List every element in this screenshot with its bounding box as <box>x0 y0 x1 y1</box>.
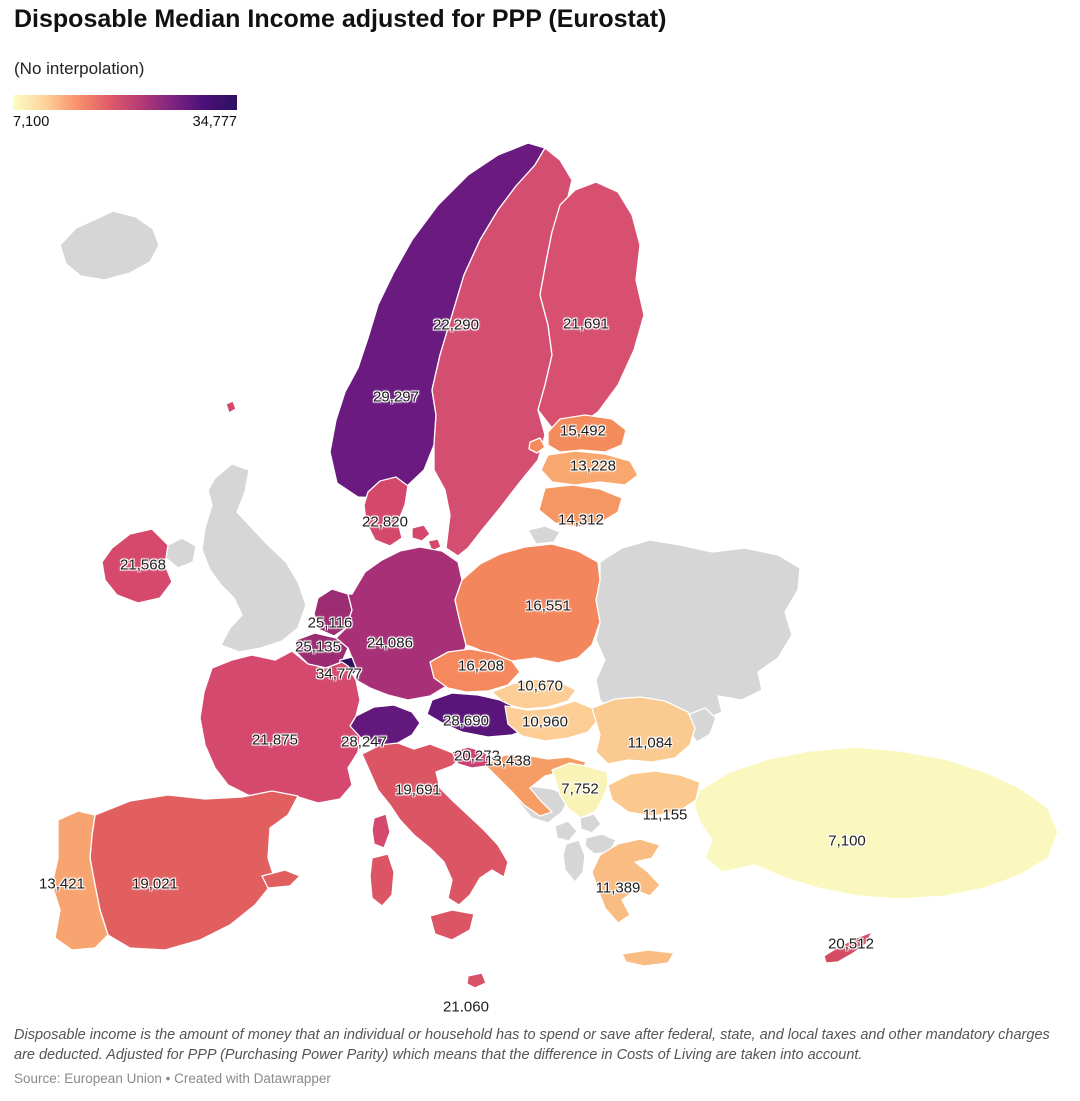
country-turkey[interactable] <box>693 746 1059 900</box>
country-albania[interactable] <box>562 839 586 883</box>
country-northern-ireland[interactable] <box>165 537 197 569</box>
country-sicily[interactable] <box>429 909 475 941</box>
country-kosovo[interactable] <box>579 813 602 834</box>
country-montenegro[interactable] <box>554 820 578 842</box>
country-cyprus[interactable] <box>823 931 873 964</box>
country-united-kingdom[interactable] <box>201 463 307 653</box>
country-finland[interactable] <box>537 181 645 429</box>
country-faroe[interactable] <box>225 400 237 414</box>
color-scale-gradient <box>13 95 237 110</box>
page-title: Disposable Median Income adjusted for PP… <box>14 5 667 33</box>
country-crete[interactable] <box>621 949 675 967</box>
country-balearics[interactable] <box>261 869 301 889</box>
country-switzerland[interactable] <box>349 704 421 747</box>
country-latvia[interactable] <box>540 450 639 486</box>
europe-map-svg <box>51 142 1059 989</box>
legend-min-label: 7,100 <box>13 114 50 130</box>
country-denmark[interactable] <box>363 476 409 547</box>
country-hungary[interactable] <box>504 700 599 742</box>
country-estonia-island[interactable] <box>528 437 546 454</box>
country-sardinia[interactable] <box>369 853 395 907</box>
country-greece[interactable] <box>591 838 661 924</box>
country-bulgaria[interactable] <box>607 770 701 817</box>
country-czechia[interactable] <box>429 648 521 693</box>
country-east-europe-nodata[interactable] <box>595 539 801 723</box>
country-ireland[interactable] <box>101 528 173 604</box>
legend-max-label: 34,777 <box>192 114 237 130</box>
source-line: Source: European Union • Created with Da… <box>14 1071 331 1086</box>
country-slovenia[interactable] <box>451 746 493 769</box>
country-denmark-islands[interactable] <box>411 524 442 552</box>
country-france[interactable] <box>199 650 361 804</box>
country-slovakia[interactable] <box>491 678 577 710</box>
country-kaliningrad[interactable] <box>527 525 561 545</box>
europe-map: 29,297 22,290 21,691 15,492 13,228 14,31… <box>39 142 1059 1012</box>
country-portugal[interactable] <box>51 810 109 951</box>
chart-subtitle: (No interpolation) <box>14 59 145 78</box>
country-estonia[interactable] <box>547 414 627 453</box>
country-poland[interactable] <box>454 543 601 664</box>
country-malta[interactable] <box>466 972 487 989</box>
country-lithuania[interactable] <box>538 484 623 528</box>
country-romania[interactable] <box>591 696 696 765</box>
country-corsica[interactable] <box>371 813 391 849</box>
country-spain[interactable] <box>89 790 299 951</box>
country-iceland[interactable] <box>59 210 160 281</box>
chart-description: Disposable income is the amount of money… <box>14 1027 1050 1063</box>
country-serbia[interactable] <box>551 762 609 819</box>
country-italy[interactable] <box>361 742 509 906</box>
